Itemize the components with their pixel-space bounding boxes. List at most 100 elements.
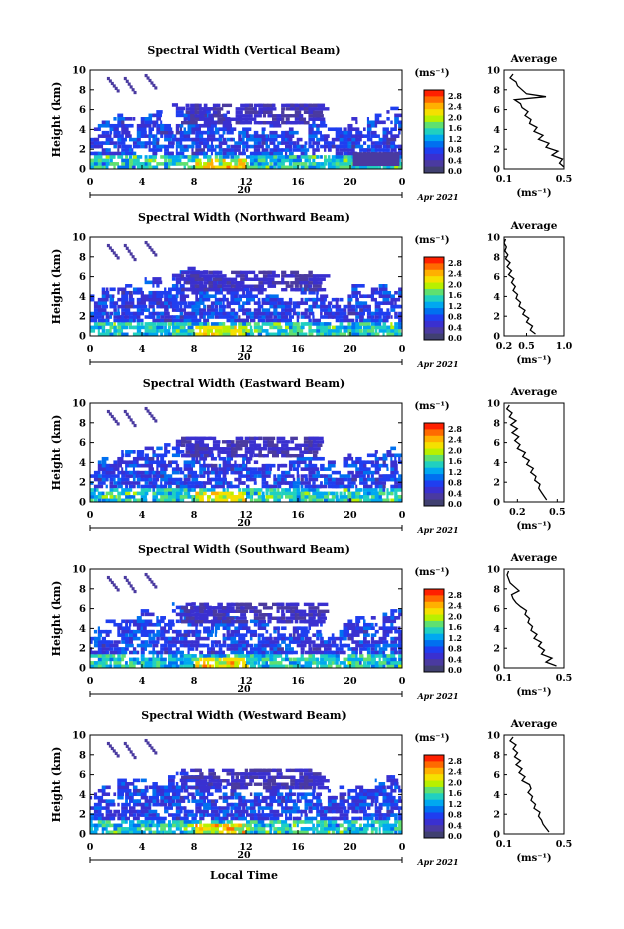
x-tick-label: 20 [343,177,357,188]
colorbar-tick-label: 0.4 [448,820,462,830]
avg-y-tick-label: 8 [493,584,500,595]
colorbar-swatch [424,627,444,635]
x-axis-title: Local Time [210,869,278,882]
colorbar-tick-label: 0.4 [448,488,462,498]
avg-y-tick-label: 2 [493,145,500,156]
avg-x-tick-label: 0.1 [496,174,513,185]
spectral-width-panel: Spectral Width (Vertical Beam) 0 2 4 6 8 10 Hei… [50,44,572,202]
colorbar-swatch [424,147,444,155]
avg-y-tick-label: 0 [493,830,500,841]
day-label: 20 [237,185,251,196]
colorbar-tick-label: 1.6 [448,456,462,466]
colorbar-tick-label: 2.8 [448,258,462,268]
avg-y-tick-label: 4 [493,292,500,303]
colorbar-tick-label: 2.4 [448,435,462,445]
colorbar-swatch [424,320,444,328]
colorbar-swatch [424,141,444,148]
y-tick-label: 4 [79,624,86,635]
colorbar-tick-label: 2.0 [448,777,462,787]
heatmap-cells [90,406,402,502]
colorbar-swatch [424,454,444,462]
colorbar-swatch [424,276,444,284]
colorbar-swatch [424,786,444,794]
colorbar-swatch [424,257,444,264]
y-tick-label: 0 [79,664,86,675]
average-profile-line [509,73,565,168]
avg-y-tick-label: 2 [493,312,500,323]
colorbar-unit: (ms⁻¹) [414,567,449,578]
colorbar-swatch [424,333,444,341]
panel-title: Spectral Width (Eastward Beam) [143,377,345,390]
colorbar-tick-label: 1.6 [448,622,462,632]
y-axis-title: Height (km) [50,249,63,325]
colorbar-swatch [424,793,444,801]
colorbar-tick-label: 1.2 [448,633,462,643]
y-tick-label: 4 [79,125,86,136]
avg-y-tick-label: 4 [493,125,500,136]
y-tick-label: 2 [79,644,86,655]
x-tick-label: 8 [191,510,198,521]
colorbar-swatch [424,480,444,488]
average-frame [503,734,565,835]
y-tick-label: 0 [79,498,86,509]
colorbar-frame [423,422,445,507]
colorbar-swatch [424,633,444,641]
avg-y-tick-label: 10 [487,399,501,410]
colorbar-swatch [424,263,444,271]
avg-y-tick-label: 8 [493,418,500,429]
average-frame [503,69,565,170]
avg-x-tick-label: 1.0 [556,341,573,352]
y-tick-label: 10 [72,565,86,576]
colorbar-swatch [424,461,444,469]
average-profile-line [503,238,536,335]
colorbar-swatch [424,767,444,775]
x-tick-label: 20 [343,842,357,853]
colorbar-tick-label: 1.2 [448,301,462,311]
avg-y-tick-label: 4 [493,790,500,801]
avg-y-tick-label: 10 [487,66,501,77]
colorbar-tick-label: 2.8 [448,756,462,766]
colorbar-swatch [424,102,444,110]
colorbar-swatch [424,646,444,654]
avg-x-axis-title: (ms⁻¹) [516,188,551,199]
x-tick-label: 4 [139,344,146,355]
colorbar-unit: (ms⁻¹) [414,733,449,744]
y-axis-title: Height (km) [50,581,63,657]
colorbar-tick-label: 1.6 [448,290,462,300]
avg-y-tick-label: 6 [493,105,500,116]
colorbar-swatch [424,128,444,136]
y-tick-label: 0 [79,830,86,841]
average-title: Average [510,220,558,232]
avg-x-tick-label: 0.5 [549,507,566,518]
x-tick-label: 0 [399,510,406,521]
y-tick-label: 0 [79,165,86,176]
colorbar-swatch [424,115,444,123]
colorbar-swatch [424,448,444,456]
x-tick-label: 8 [191,344,198,355]
colorbar-swatch [424,614,444,622]
x-tick-label: 0 [399,676,406,687]
colorbar-tick-label: 2.4 [448,767,462,777]
x-tick-label: 16 [291,177,305,188]
avg-y-tick-label: 6 [493,604,500,615]
panel-title: Spectral Width (Northward Beam) [138,211,350,224]
month-label: Apr 2021 [416,525,458,535]
y-tick-label: 10 [72,66,86,77]
colorbar-tick-label: 0.8 [448,810,462,820]
avg-y-tick-label: 10 [487,565,501,576]
colorbar-swatch [424,166,444,174]
colorbar-swatch [424,327,444,335]
colorbar-swatch [424,282,444,290]
colorbar-tick-label: 2.4 [448,102,462,112]
y-tick-label: 6 [79,770,86,781]
colorbar-tick-label: 0.8 [448,145,462,155]
heatmap-cells [90,738,402,834]
avg-x-tick-label: 0.2 [509,507,526,518]
avg-x-axis-title: (ms⁻¹) [516,853,551,864]
month-label: Apr 2021 [416,359,458,369]
colorbar-swatch [424,620,444,628]
panel-title: Spectral Width (Westward Beam) [141,709,346,722]
colorbar-swatch [424,774,444,782]
day-label: 20 [237,352,251,363]
